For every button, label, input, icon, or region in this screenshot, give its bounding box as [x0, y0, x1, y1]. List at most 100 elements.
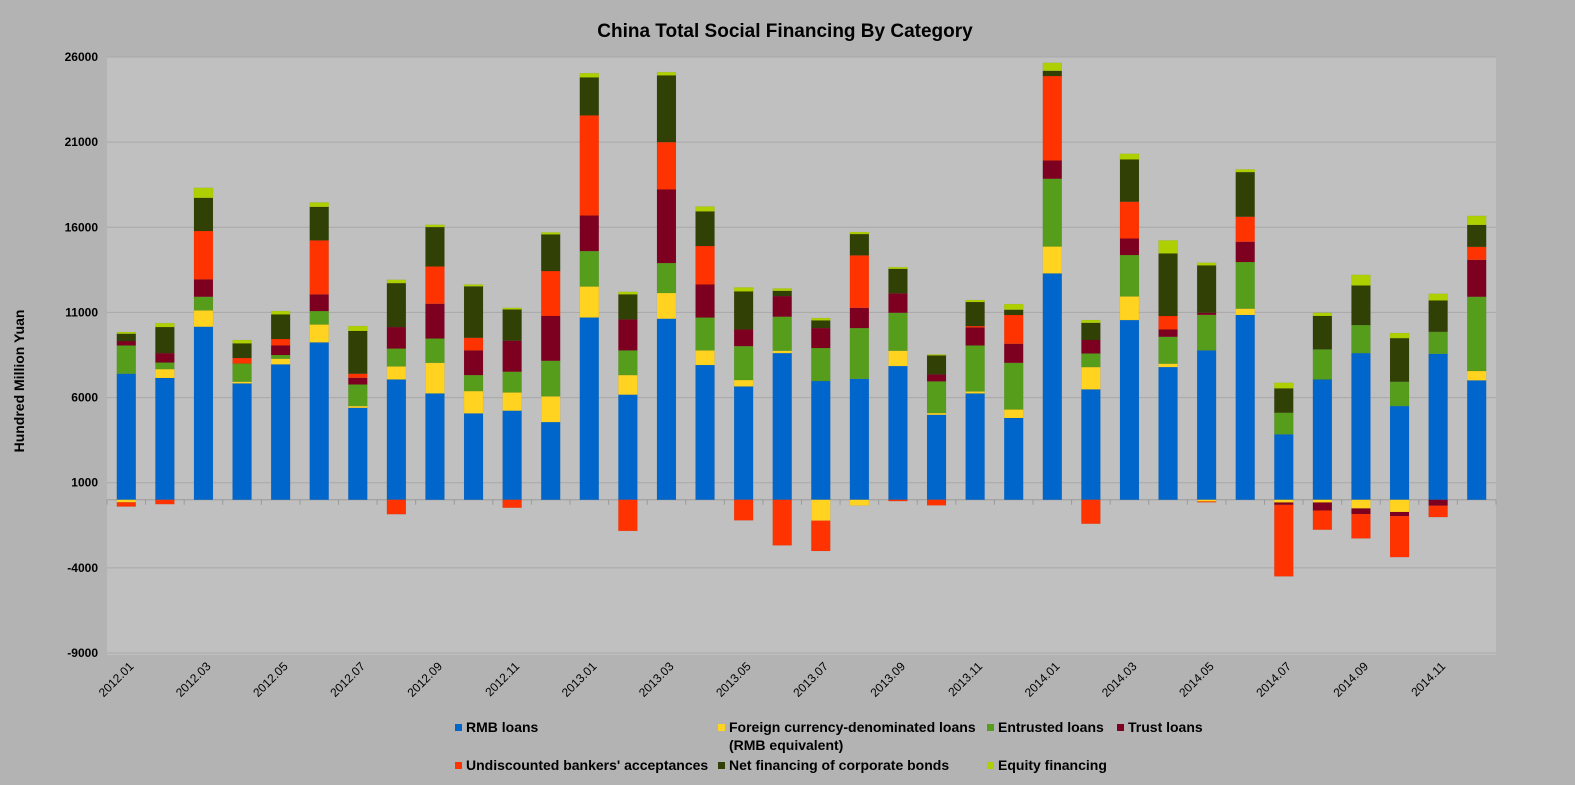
bar-stack-2013.05: [733, 287, 754, 521]
bar-segment: [1003, 362, 1024, 410]
bar-segment: [695, 206, 715, 212]
bar-segment: [656, 75, 677, 143]
bar-segment: [656, 189, 677, 264]
bar-segment: [1235, 308, 1255, 316]
bar-segment: [849, 378, 870, 500]
bar-segment: [309, 206, 329, 241]
bar-segment: [116, 499, 137, 503]
bar-segment: [1389, 515, 1410, 558]
bar-segment: [811, 327, 831, 349]
bar-segment: [155, 326, 175, 354]
bar-stack-2012.08: [386, 279, 407, 515]
bar-segment: [116, 331, 137, 334]
bar-segment: [1003, 409, 1024, 419]
bar-stack-2013.04: [695, 206, 715, 500]
legend-swatch: [987, 724, 994, 731]
x-tick-label: 2013.01: [559, 659, 600, 700]
bar-segment: [656, 141, 677, 190]
legend-swatch: [718, 762, 725, 769]
x-tick-label: 2013.05: [713, 659, 754, 700]
bar-segment: [1351, 513, 1371, 539]
bar-stack-2014.12: [1466, 215, 1487, 500]
bar-segment: [849, 499, 870, 506]
bar-segment: [579, 72, 600, 78]
bar-segment: [1158, 315, 1178, 330]
bar-stack-2012.02: [155, 322, 175, 505]
bar-segment: [502, 307, 522, 310]
bar-segment: [116, 333, 137, 342]
bar-segment: [1158, 329, 1178, 338]
bar-segment: [579, 77, 600, 116]
bar-segment: [1196, 262, 1217, 266]
y-tick-label: 26000: [65, 50, 99, 64]
bar-segment: [193, 310, 214, 327]
bar-segment: [1389, 499, 1410, 513]
bar-segment: [888, 312, 908, 351]
bar-segment: [965, 391, 985, 394]
plot-area: [107, 57, 1496, 655]
bar-segment: [1428, 353, 1448, 500]
bar-segment: [540, 360, 561, 397]
bar-segment: [656, 292, 677, 319]
bar-segment: [1428, 505, 1448, 518]
bar-segment: [1081, 322, 1101, 341]
bar-segment: [1196, 265, 1217, 314]
bar-segment: [1312, 510, 1333, 530]
bar-segment: [1389, 511, 1410, 517]
legend-item-equity-financing: Equity financing: [987, 756, 1107, 774]
bar-segment: [1119, 238, 1140, 256]
bar-segment: [579, 286, 600, 318]
bar-segment: [733, 291, 754, 330]
legend-swatch: [718, 724, 725, 731]
bar-segment: [1466, 259, 1487, 298]
x-tick-label: 2013.07: [790, 659, 831, 700]
bar-segment: [1119, 159, 1140, 202]
bar-segment: [1119, 201, 1140, 239]
legend-swatch: [987, 762, 994, 769]
bar-stack-2014.02: [1081, 319, 1101, 525]
bar-segment: [849, 233, 870, 256]
y-tick-label: 6000: [71, 391, 98, 405]
legend-swatch: [455, 762, 462, 769]
bar-segment: [193, 279, 214, 298]
bar-segment: [1042, 178, 1063, 247]
bar-segment: [270, 364, 291, 500]
bar-segment: [348, 405, 368, 409]
bar-segment: [1466, 370, 1487, 381]
legend-label: RMB loans: [466, 719, 539, 735]
bar-stack-2013.02: [618, 291, 638, 532]
bar-segment: [926, 381, 947, 414]
bar-segment: [695, 245, 715, 285]
bar-segment: [540, 396, 561, 423]
bar-segment: [1428, 293, 1448, 301]
bar-stack-2012.04: [232, 339, 252, 500]
legend-item-bankers-acceptances: Undiscounted bankers' acceptances: [455, 756, 708, 774]
bar-segment: [579, 250, 600, 287]
bar-stack-2014.09: [1351, 274, 1371, 539]
bar-segment: [618, 319, 638, 351]
bar-segment: [1196, 499, 1217, 502]
bar-segment: [733, 386, 754, 500]
legend-item-foreign-currency-loans: Foreign currency-denominated loans (RMB e…: [718, 718, 976, 754]
bar-segment: [695, 284, 715, 318]
bar-segment: [1351, 499, 1371, 509]
legend-label-line1: Foreign currency-denominated loans: [729, 719, 976, 735]
bar-segment: [1081, 353, 1101, 368]
bar-segment: [463, 284, 484, 287]
bar-segment: [1003, 309, 1024, 316]
y-tick-label: 11000: [65, 305, 98, 319]
bar-segment: [1428, 499, 1448, 506]
bar-segment: [540, 232, 561, 235]
bar-segment: [811, 380, 831, 500]
bar-segment: [695, 317, 715, 351]
bar-stack-2013.10: [926, 354, 947, 506]
bar-segment: [502, 340, 522, 372]
bar-segment: [1351, 274, 1371, 286]
bar-segment: [811, 499, 831, 521]
legend-item-entrusted-loans: Entrusted loans: [987, 718, 1104, 736]
bar-segment: [1389, 332, 1410, 339]
bar-segment: [1158, 336, 1178, 364]
bar-segment: [1003, 417, 1024, 500]
bar-segment: [232, 343, 252, 359]
bar-segment: [965, 301, 985, 327]
